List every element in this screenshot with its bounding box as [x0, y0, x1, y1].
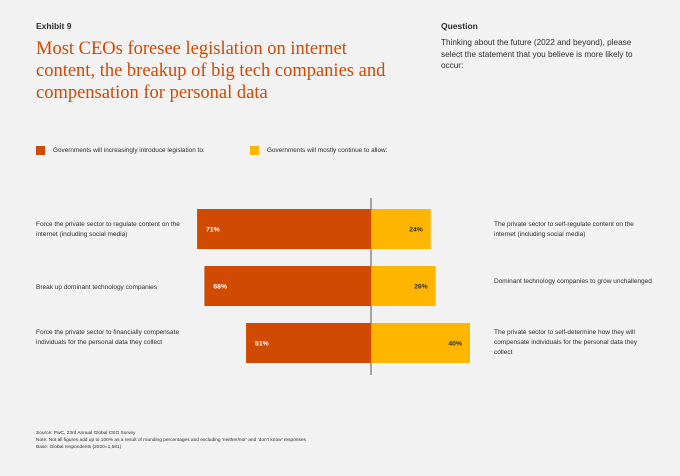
question-text: Thinking about the future (2022 and beyo…: [441, 38, 633, 71]
question-label: Question: [441, 21, 478, 31]
legend-label-legislation: Governments will increasingly introduce …: [53, 147, 205, 154]
footnote-note: Note: Not all figures add up to 100% as …: [36, 438, 306, 443]
data-label-allow: 24%: [409, 227, 423, 234]
data-label-legislation: 68%: [213, 284, 227, 291]
bar-legislation: [246, 323, 371, 363]
footnote-base: Base: Global respondents (2020=1,581): [36, 445, 122, 450]
data-label-legislation: 51%: [255, 341, 269, 348]
legend-label-allow: Governments will mostly continue to allo…: [267, 147, 388, 154]
exhibit-label: Exhibit 9: [36, 21, 72, 31]
bar-allow: [372, 323, 470, 363]
footnotes: Source: PwC, 23rd Annual Global CEO Surv…: [36, 430, 306, 451]
row-label-left: Force the private sector to financially …: [36, 329, 180, 346]
legend-swatch-allow: [250, 146, 259, 155]
data-label-allow: 40%: [448, 341, 462, 348]
data-label-allow: 26%: [414, 284, 428, 291]
row-label-right: The private sector to self-regulate cont…: [494, 221, 634, 238]
bar-legislation: [204, 266, 371, 306]
footnote-source: Source: PwC, 23rd Annual Global CEO Surv…: [36, 431, 136, 436]
legend-item-allow: Governments will mostly continue to allo…: [250, 146, 387, 155]
row-label-left: Break up dominant technology companies: [36, 284, 158, 291]
chart-title: Most CEOs foresee legislation on interne…: [36, 39, 386, 103]
legend-swatch-legislation: [36, 146, 45, 155]
bar-legislation: [197, 209, 371, 249]
legend-item-legislation: Governments will increasingly introduce …: [36, 146, 205, 155]
row-label-left: Force the private sector to regulate con…: [36, 221, 180, 238]
bar-allow: [372, 209, 431, 249]
row-label-right: The private sector to self-determine how…: [494, 329, 638, 356]
data-label-legislation: 71%: [206, 227, 220, 234]
bar-allow: [372, 266, 436, 306]
row-label-right: Dominant technology companies to grow un…: [494, 278, 652, 285]
